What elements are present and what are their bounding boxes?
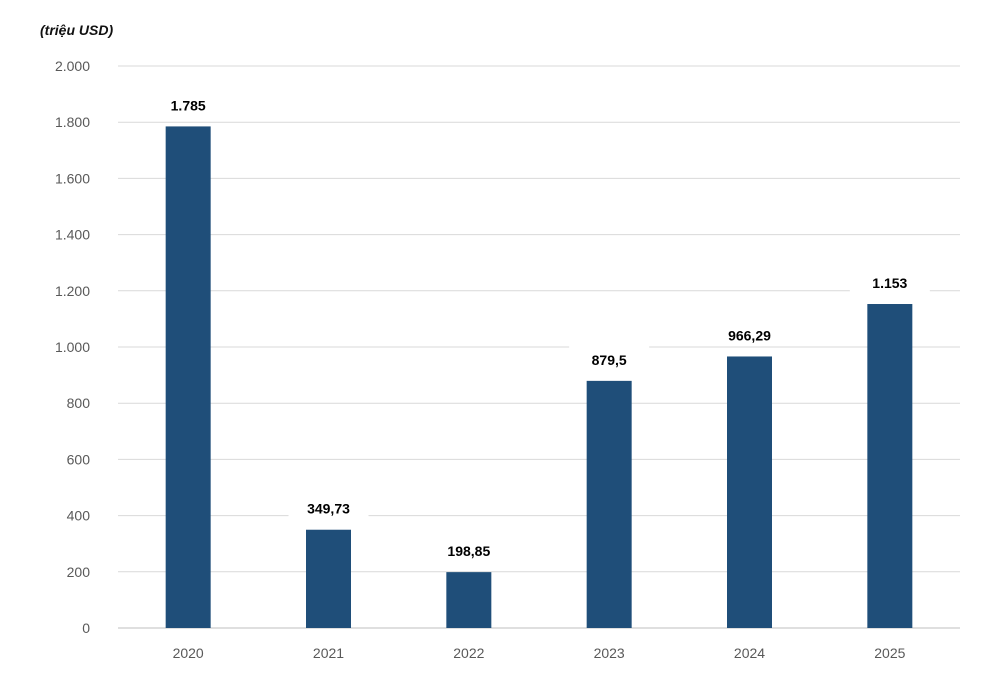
y-tick-label: 1.800: [55, 114, 90, 130]
y-tick-label: 800: [67, 395, 91, 411]
data-label-bg: [288, 491, 369, 518]
bar: [727, 356, 772, 628]
data-label: 1.153: [872, 275, 907, 291]
y-tick-label: 600: [67, 451, 91, 467]
data-label: 198,85: [447, 543, 490, 559]
y-tick-label: 1.000: [55, 339, 90, 355]
data-label: 879,5: [592, 352, 627, 368]
y-tick-label: 400: [67, 508, 91, 524]
x-tick-label: 2025: [874, 645, 905, 661]
bar: [586, 380, 632, 628]
data-label-bg: [148, 88, 229, 115]
y-tick-label: 1.200: [55, 283, 90, 299]
x-tick-label: 2021: [313, 645, 344, 661]
bar: [165, 126, 211, 628]
data-label: 349,73: [307, 501, 350, 517]
x-tick-label: 2022: [453, 645, 484, 661]
y-tick-label: 0: [82, 620, 90, 636]
x-tick-label: 2023: [594, 645, 625, 661]
data-label: 966,29: [728, 327, 771, 343]
y-unit-label: (triệu USD): [40, 22, 114, 38]
y-tick-label: 2.000: [55, 58, 90, 74]
data-label: 1.785: [171, 97, 206, 113]
data-label-bg: [709, 318, 790, 345]
y-tick-label: 1.400: [55, 227, 90, 243]
data-label-bg: [428, 534, 509, 561]
data-label-bg: [569, 342, 650, 369]
bar: [446, 572, 492, 628]
y-tick-label: 200: [67, 564, 91, 580]
x-tick-label: 2020: [173, 645, 204, 661]
y-tick-label: 1.600: [55, 170, 90, 186]
x-tick-label: 2024: [734, 645, 765, 661]
bar: [867, 304, 913, 628]
bar: [306, 529, 351, 628]
data-label-bg: [849, 266, 930, 293]
